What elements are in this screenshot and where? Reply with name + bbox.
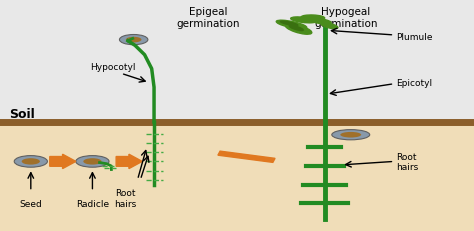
Ellipse shape [119, 35, 148, 46]
Text: Root
hairs: Root hairs [396, 152, 418, 171]
FancyArrow shape [116, 155, 142, 169]
Ellipse shape [285, 25, 312, 35]
Text: Soil: Soil [9, 107, 35, 120]
Ellipse shape [281, 22, 298, 27]
Ellipse shape [332, 130, 370, 140]
Text: Plumule: Plumule [396, 33, 432, 41]
Text: Epigeal
germination: Epigeal germination [177, 7, 240, 28]
Ellipse shape [126, 38, 141, 43]
Text: Radicle: Radicle [76, 199, 109, 208]
Text: Root
hairs: Root hairs [115, 188, 137, 208]
Ellipse shape [22, 158, 40, 165]
Bar [0, 122, 474, 231]
Ellipse shape [289, 26, 303, 31]
Ellipse shape [340, 132, 361, 138]
Ellipse shape [301, 16, 325, 21]
Bar [0, 0, 474, 122]
FancyArrow shape [50, 155, 76, 169]
Text: Hypocotyl: Hypocotyl [90, 63, 136, 71]
Ellipse shape [276, 21, 307, 30]
Text: Seed: Seed [19, 199, 42, 208]
Ellipse shape [83, 158, 101, 165]
Ellipse shape [76, 156, 109, 167]
Text: Hypogeal
germination: Hypogeal germination [314, 7, 378, 28]
Ellipse shape [321, 24, 338, 30]
Text: Epicotyl: Epicotyl [396, 79, 432, 88]
Ellipse shape [309, 19, 331, 25]
Ellipse shape [14, 156, 47, 167]
Ellipse shape [291, 18, 316, 24]
Polygon shape [218, 152, 275, 163]
